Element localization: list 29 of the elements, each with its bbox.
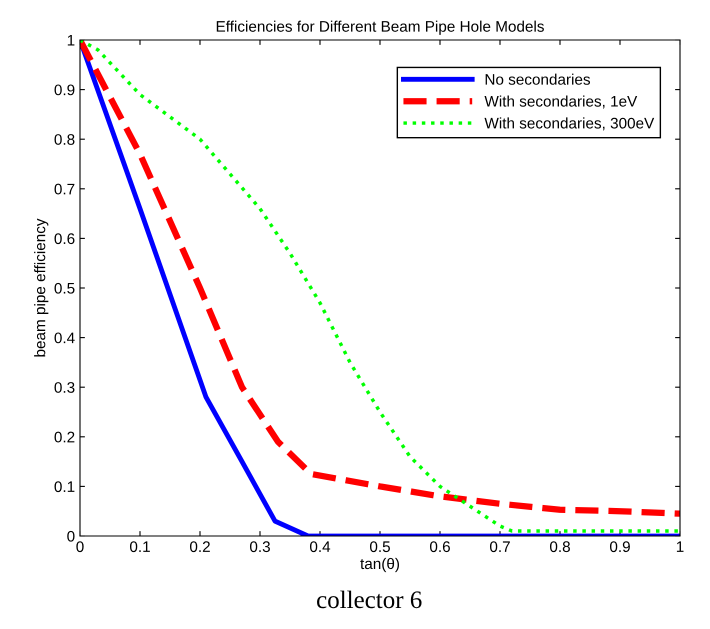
x-tick-label: 0.8 bbox=[550, 541, 570, 552]
x-tick-label: 0.9 bbox=[610, 541, 630, 552]
legend-label: No secondaries bbox=[486, 74, 590, 85]
x-tick-label: 0 bbox=[76, 541, 84, 552]
legend-label: With secondaries, 1eV bbox=[484, 95, 638, 108]
legend-label: With secondaries, 300eV bbox=[484, 117, 654, 130]
chart-title: Efficiencies for Different Beam Pipe Hole Models bbox=[216, 20, 544, 35]
y-tick-label: 1 bbox=[68, 35, 74, 46]
y-tick-label: 0.9 bbox=[54, 84, 74, 96]
x-tick-label: 0.3 bbox=[250, 541, 270, 552]
y-tick-label: 0.2 bbox=[54, 432, 74, 442]
x-tick-label: 0.2 bbox=[190, 541, 210, 552]
y-tick-label: 0.6 bbox=[54, 233, 74, 244]
text: collector 6 bbox=[317, 590, 422, 608]
x-tick-label: 0.6 bbox=[430, 541, 450, 552]
x-axis-title: tan(θ) bbox=[360, 558, 400, 572]
y-tick-label: 0 bbox=[67, 530, 75, 542]
y-tick-label: 0.5 bbox=[54, 282, 74, 294]
x-tick-label: 0.7 bbox=[490, 541, 510, 552]
x-tick-label: 0.5 bbox=[370, 541, 390, 552]
y-tick-label: 0.8 bbox=[54, 134, 74, 145]
x-tick-label: 0.1 bbox=[130, 541, 150, 552]
y-tick-label: 0.4 bbox=[54, 332, 75, 344]
y-tick-label: 0.3 bbox=[54, 382, 74, 393]
y-tick-label: 0.1 bbox=[54, 481, 74, 492]
y-tick-label: 0.7 bbox=[54, 184, 74, 194]
x-tick-label: 1 bbox=[676, 541, 684, 552]
y-axis-title: beam pipe efficiency bbox=[34, 218, 48, 357]
x-tick-label: 0.4 bbox=[310, 541, 330, 552]
